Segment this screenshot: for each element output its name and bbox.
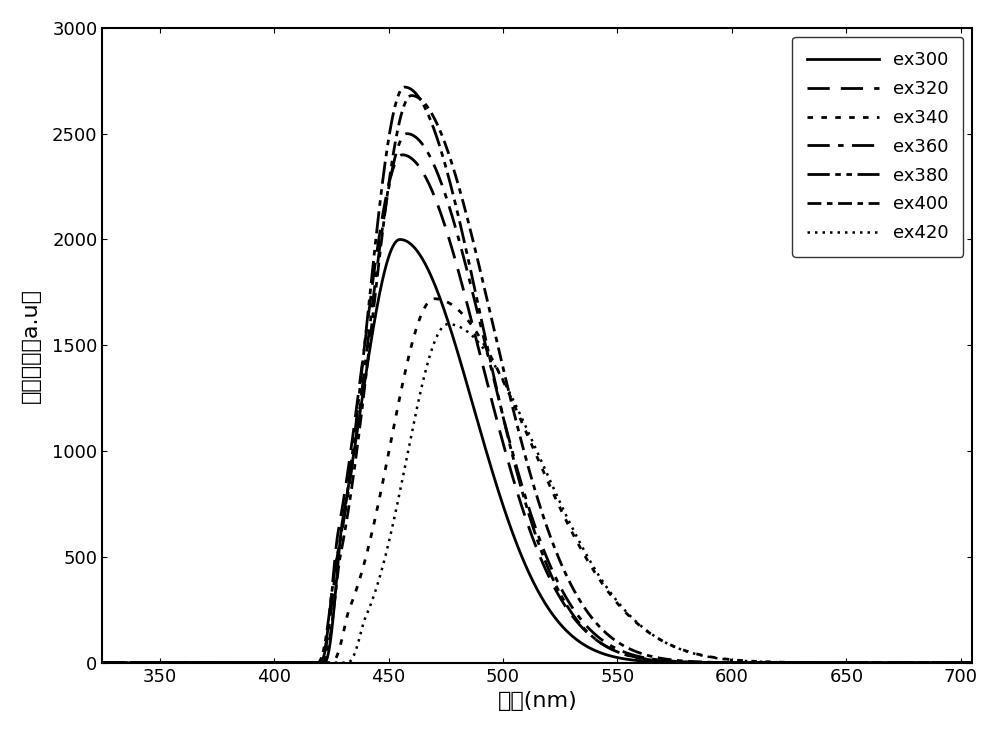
ex400 (856, 658, 868, 667)
ex300 (196, 658, 208, 667)
ex360 (401, 130, 413, 138)
ex360 (430, 165, 442, 174)
ex420 (468, 333, 480, 342)
ex360 (950, 658, 962, 667)
ex320 (396, 150, 408, 159)
ex340 (468, 324, 480, 333)
ex320 (856, 658, 868, 667)
ex360 (96, 658, 108, 667)
ex380 (468, 281, 480, 290)
ex320 (196, 658, 208, 667)
ex400 (247, 658, 259, 667)
Y-axis label: 药光强度（a.u）: 药光强度（a.u） (21, 288, 41, 403)
ex320 (468, 326, 480, 335)
ex380 (856, 658, 868, 667)
ex380 (430, 131, 442, 140)
ex420 (96, 658, 108, 667)
ex320 (430, 197, 442, 206)
ex400 (196, 658, 208, 667)
ex400 (468, 240, 480, 249)
ex300 (96, 658, 108, 667)
ex300 (430, 284, 442, 293)
ex360 (856, 658, 868, 667)
Line: ex360: ex360 (102, 134, 972, 662)
ex320 (966, 658, 978, 667)
ex400 (966, 658, 978, 667)
ex300 (966, 658, 978, 667)
ex340 (428, 294, 440, 303)
ex340 (247, 658, 259, 667)
Legend: ex300, ex320, ex340, ex360, ex380, ex400, ex420: ex300, ex320, ex340, ex360, ex380, ex400… (792, 37, 963, 257)
ex420 (966, 658, 978, 667)
Line: ex300: ex300 (102, 239, 972, 662)
ex340 (856, 658, 868, 667)
ex340 (950, 658, 962, 667)
ex340 (966, 658, 978, 667)
ex300 (247, 658, 259, 667)
Line: ex320: ex320 (102, 154, 972, 662)
ex380 (966, 658, 978, 667)
ex420 (442, 320, 454, 329)
ex420 (950, 658, 962, 667)
ex380 (399, 83, 411, 92)
ex400 (430, 118, 442, 127)
ex420 (247, 658, 259, 667)
ex360 (966, 658, 978, 667)
ex380 (247, 658, 259, 667)
ex320 (247, 658, 259, 667)
ex320 (950, 658, 962, 667)
Line: ex420: ex420 (102, 324, 972, 662)
ex300 (468, 404, 480, 413)
ex340 (96, 658, 108, 667)
ex420 (856, 658, 868, 667)
ex400 (96, 658, 108, 667)
ex320 (96, 658, 108, 667)
ex300 (856, 658, 868, 667)
ex420 (196, 658, 208, 667)
ex300 (394, 235, 406, 244)
ex360 (468, 294, 480, 302)
ex360 (196, 658, 208, 667)
ex400 (406, 92, 418, 100)
ex400 (950, 658, 962, 667)
ex340 (430, 294, 442, 303)
Line: ex380: ex380 (102, 87, 972, 662)
ex420 (430, 334, 442, 343)
ex360 (247, 658, 259, 667)
ex380 (196, 658, 208, 667)
ex380 (950, 658, 962, 667)
ex340 (196, 658, 208, 667)
X-axis label: 波长(nm): 波长(nm) (497, 691, 577, 712)
ex300 (950, 658, 962, 667)
Line: ex400: ex400 (102, 96, 972, 662)
Line: ex340: ex340 (102, 299, 972, 662)
ex380 (96, 658, 108, 667)
